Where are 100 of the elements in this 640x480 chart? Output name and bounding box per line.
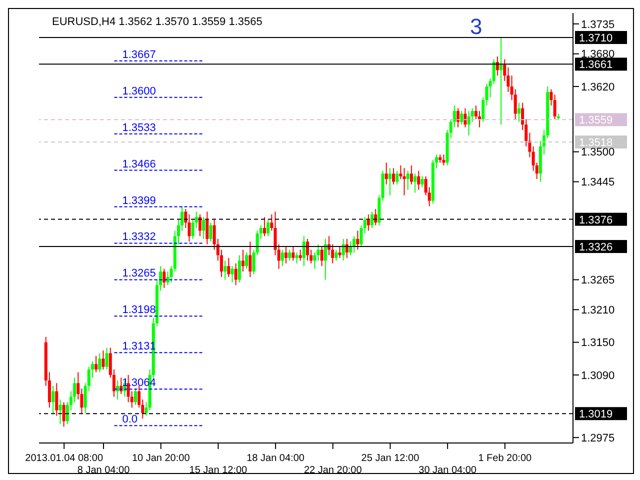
ref-line-label: 1.3533 (122, 122, 156, 134)
candlestick (399, 164, 402, 180)
candlestick (406, 170, 410, 190)
ref-line-label: 1.3265 (122, 268, 156, 280)
y-tick-label: 1.3090 (581, 370, 615, 382)
candlestick (166, 271, 170, 286)
candlestick (262, 216, 266, 237)
candlestick (241, 249, 244, 272)
candlestick (467, 110, 470, 136)
x-tick-label: 2013.01.04 08:00 (25, 453, 104, 464)
candlestick (234, 262, 238, 286)
candlestick (209, 222, 212, 242)
candlestick (392, 168, 396, 185)
ref-line-label: 1.3332 (122, 231, 156, 244)
ref-line-label: 1.3326 (579, 242, 613, 254)
ref-line-label: 1.3019 (579, 408, 613, 421)
candlestick (338, 246, 342, 258)
ref-line-label: 1.3376 (579, 214, 613, 226)
candlestick (298, 249, 302, 262)
candlestick (105, 347, 108, 370)
candlestick (230, 266, 234, 283)
candlestick (464, 108, 467, 128)
candlestick (134, 388, 137, 406)
candlestick (52, 385, 55, 414)
candlestick (274, 211, 277, 256)
x-tick-label: 18 Jan 04:00 (246, 453, 305, 464)
candlestick (238, 254, 241, 283)
y-tick-label: 1.3265 (581, 274, 615, 287)
candlestick (414, 173, 417, 194)
x-tick-label: 10 Jan 20:00 (132, 453, 190, 464)
candlestick (302, 236, 306, 267)
candlestick (366, 214, 370, 232)
candlestick (550, 88, 553, 106)
candlestick (324, 238, 327, 280)
candlestick (410, 164, 413, 185)
candlestick (202, 216, 206, 240)
candlestick (277, 244, 280, 270)
candlestick (370, 211, 374, 228)
candlestick (402, 168, 406, 196)
candlestick (102, 350, 105, 370)
candlestick (356, 230, 360, 250)
ref-line-label: 1.3466 (122, 158, 156, 170)
annotation: 3 (470, 14, 482, 40)
ref-line-label: 1.3198 (122, 304, 156, 316)
candlestick (162, 268, 166, 288)
candlestick (396, 170, 399, 185)
candlestick (306, 238, 309, 262)
candlestick (266, 219, 270, 237)
x-tick-label: 8 Jan 04:00 (77, 465, 130, 476)
candlestick (420, 176, 424, 188)
candlestick (116, 380, 120, 400)
ref-line-label: 1.3399 (122, 194, 156, 207)
y-tick-label: 1.3150 (581, 337, 615, 350)
candlestick (460, 110, 464, 126)
candlestick (280, 249, 284, 267)
candlestick (58, 398, 62, 424)
candlestick (334, 249, 338, 262)
candlestick (245, 252, 248, 270)
y-tick-label: 1.3620 (581, 81, 615, 94)
candlestick (500, 36, 503, 126)
x-tick-label: 1 Feb 20:00 (478, 453, 532, 464)
chart-title: EURUSD,H4 1.3562 1.3570 1.3559 1.3565 (52, 16, 262, 28)
candlestick (417, 170, 420, 190)
candlestick (313, 252, 316, 270)
y-tick-label: 1.3500 (581, 146, 615, 159)
x-tick-label: 25 Jan 12:00 (361, 453, 420, 464)
candlestick (55, 382, 58, 416)
candlestick (98, 352, 102, 373)
ref-line-label: 1.3661 (579, 59, 613, 72)
candlestick (248, 241, 252, 278)
y-tick-label: 1.3210 (581, 304, 615, 317)
candlestick (384, 162, 388, 185)
candlestick (252, 249, 256, 275)
candlestick (517, 102, 520, 122)
candlestick (456, 108, 460, 128)
candlestick (94, 355, 98, 373)
x-tick-label: 15 Jan 12:00 (189, 465, 248, 476)
y-tick-label: 1.3445 (581, 176, 615, 189)
candlestick (144, 402, 148, 416)
candlestick (553, 94, 556, 120)
candlestick (295, 252, 298, 264)
candlestick (388, 168, 392, 196)
annotation: 0.0 (122, 414, 138, 426)
y-tick-label: 1.2975 (581, 432, 615, 444)
candlestick (292, 246, 295, 262)
y-tick-label: 1.3735 (581, 18, 615, 31)
candlestick (198, 214, 202, 237)
x-tick-label: 30 Jan 04:00 (418, 465, 477, 476)
candlestick (316, 244, 320, 262)
candlestick (224, 260, 227, 280)
candlestick (288, 249, 292, 262)
candlestick (284, 246, 288, 264)
candlestick (62, 402, 66, 428)
ref-line-label: 1.3600 (122, 85, 156, 98)
candlestick (320, 246, 324, 267)
candlestick (227, 257, 230, 278)
candlestick (206, 211, 209, 245)
candlestick (442, 154, 446, 166)
ref-line-label: 1.3559 (579, 114, 613, 127)
ref-line-label: 1.3710 (579, 32, 613, 44)
